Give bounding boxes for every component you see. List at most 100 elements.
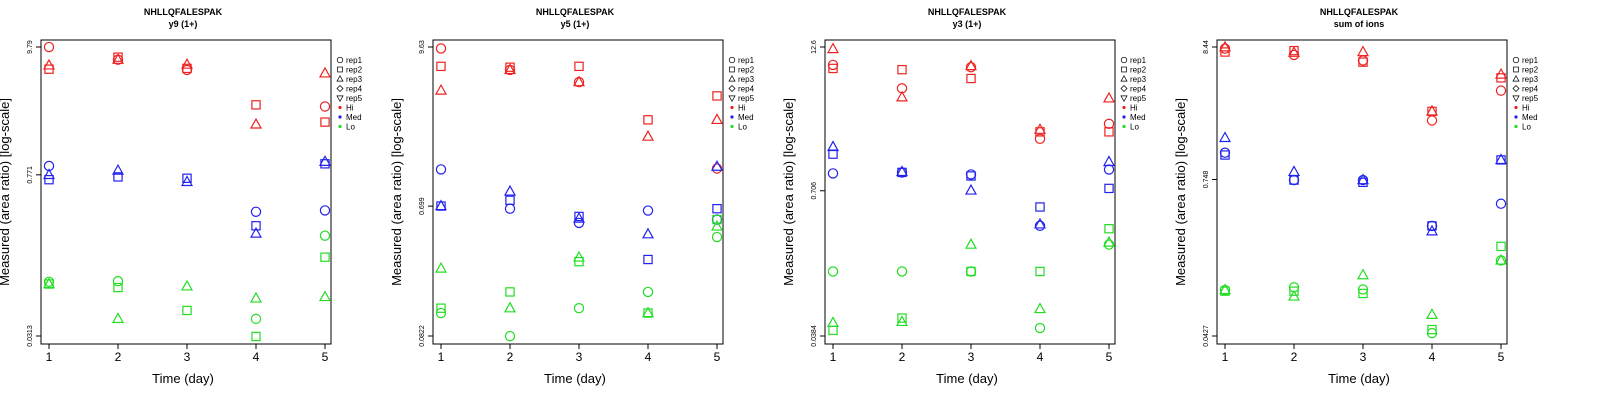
legend-label: rep2 bbox=[738, 66, 755, 75]
chart-panel-2: NHLLQFALESPAK y5 (1+) Time (day) Measure… bbox=[389, 0, 784, 400]
data-point-hi-rep1 bbox=[319, 101, 331, 112]
y-tick-label: 9.79 bbox=[27, 40, 34, 54]
x-axis-label: Time (day) bbox=[152, 371, 214, 386]
x-tick-label: 5 bbox=[1106, 350, 1113, 364]
data-point-lo-rep1 bbox=[435, 307, 447, 319]
data-point-lo-rep3 bbox=[249, 291, 263, 303]
legend-label: Med bbox=[738, 113, 754, 122]
legend-label: rep5 bbox=[346, 94, 363, 103]
plot-frame bbox=[1216, 39, 1508, 345]
data-point-lo-rep1 bbox=[250, 313, 262, 325]
legend-label: rep3 bbox=[1130, 75, 1147, 84]
x-tick-label: 1 bbox=[830, 350, 837, 364]
legend-label: rep3 bbox=[346, 75, 363, 84]
legend-label: rep1 bbox=[346, 56, 363, 65]
data-point-lo-rep2 bbox=[505, 287, 515, 297]
x-tick-label: 3 bbox=[968, 350, 975, 364]
y-tick-label: 0.0313 bbox=[27, 325, 34, 347]
y-axis-label: Measured (area ratio) [log-scale] bbox=[1173, 98, 1188, 286]
data-point-lo-rep3 bbox=[964, 237, 978, 249]
data-point-hi-rep2 bbox=[897, 64, 907, 75]
data-point-hi-rep2 bbox=[828, 63, 838, 74]
data-point-lo-rep3 bbox=[1494, 253, 1508, 265]
data-point-lo-rep2 bbox=[1427, 324, 1437, 335]
data-point-med-rep3 bbox=[1494, 153, 1508, 165]
data-point-lo-rep3 bbox=[111, 312, 125, 324]
data-point-med-rep1 bbox=[573, 217, 585, 229]
y-tick-label: 9.63 bbox=[419, 40, 426, 54]
data-point-hi-rep2 bbox=[113, 52, 123, 62]
legend-marker-lo bbox=[1122, 124, 1126, 129]
x-tick-label: 4 bbox=[1037, 350, 1044, 364]
data-point-med-rep3 bbox=[826, 140, 840, 152]
data-point-lo-rep3 bbox=[1218, 283, 1232, 295]
x-tick-label: 3 bbox=[1360, 350, 1367, 364]
data-point-hi-rep3 bbox=[1356, 45, 1370, 57]
data-point-hi-rep2 bbox=[643, 115, 653, 125]
chart-plot-1: NHLLQFALESPAK y9 (1+) Time (day) Measure… bbox=[0, 7, 363, 386]
data-point-med-rep2 bbox=[113, 172, 123, 182]
data-point-med-rep3 bbox=[895, 165, 909, 177]
legend-marker-rep1 bbox=[728, 56, 736, 64]
x-tick-label: 3 bbox=[184, 350, 191, 364]
legend-label: rep1 bbox=[1130, 56, 1147, 65]
data-point-hi-rep3 bbox=[710, 113, 724, 125]
data-point-lo-rep2 bbox=[1496, 241, 1506, 252]
legend-label: rep4 bbox=[738, 85, 755, 94]
legend-label: rep5 bbox=[1522, 94, 1539, 103]
x-tick-label: 4 bbox=[645, 350, 652, 364]
data-point-lo-rep3 bbox=[318, 290, 332, 302]
data-point-hi-rep3 bbox=[434, 83, 448, 95]
legend-marker-rep4 bbox=[728, 84, 736, 93]
legend-label: rep3 bbox=[738, 75, 755, 84]
data-point-med-rep2 bbox=[44, 174, 54, 185]
y-axis-label: Measured (area ratio) [log-scale] bbox=[0, 98, 12, 286]
x-axis-label: Time (day) bbox=[544, 371, 606, 386]
data-point-hi-rep3 bbox=[1287, 46, 1301, 57]
legend-marker-med bbox=[1122, 115, 1126, 119]
legend-label: Med bbox=[1130, 113, 1146, 122]
data-point-med-rep3 bbox=[318, 155, 332, 166]
legend-marker-med bbox=[338, 115, 342, 119]
x-axis-label: Time (day) bbox=[1328, 371, 1390, 386]
data-point-med-rep2 bbox=[897, 167, 907, 178]
data-point-hi-rep1 bbox=[711, 163, 723, 174]
chart-panel-3: NHLLQFALESPAK y3 (1+) Time (day) Measure… bbox=[781, 0, 1176, 400]
legend-label: Lo bbox=[738, 123, 747, 132]
chart-title: NHLLQFALESPAK bbox=[1320, 7, 1399, 17]
legend-label: rep1 bbox=[738, 56, 755, 65]
data-point-med-rep3 bbox=[1102, 155, 1116, 167]
legend-label: rep4 bbox=[1522, 85, 1539, 94]
data-point-hi-rep2 bbox=[320, 117, 330, 127]
data-point-hi-rep3 bbox=[826, 42, 840, 54]
data-point-hi-rep3 bbox=[1218, 40, 1232, 52]
data-point-lo-rep3 bbox=[1356, 268, 1370, 280]
data-point-med-rep1 bbox=[827, 168, 839, 179]
data-point-lo-rep1 bbox=[319, 230, 331, 241]
data-point-med-rep1 bbox=[1288, 174, 1300, 186]
x-tick-label: 1 bbox=[438, 350, 445, 364]
data-point-med-rep1 bbox=[642, 205, 654, 216]
legend-marker-rep5 bbox=[336, 95, 344, 102]
data-point-med-rep1 bbox=[1034, 220, 1046, 231]
data-point-hi-rep1 bbox=[965, 62, 977, 73]
legend-marker-lo bbox=[730, 124, 734, 129]
data-point-med-rep3 bbox=[1356, 173, 1370, 185]
data-point-med-rep2 bbox=[251, 221, 261, 231]
legend-label: Lo bbox=[1522, 123, 1531, 132]
data-point-hi-rep3 bbox=[180, 57, 194, 69]
data-point-hi-rep1 bbox=[43, 41, 55, 53]
legend-label: rep1 bbox=[1522, 56, 1539, 65]
y-tick-label: 0.748 bbox=[1203, 171, 1210, 189]
data-point-lo-rep3 bbox=[1425, 308, 1439, 319]
data-point-hi-rep1 bbox=[435, 43, 447, 54]
legend-marker-rep4 bbox=[1512, 84, 1520, 93]
legend-label: Med bbox=[346, 113, 362, 122]
data-point-hi-rep3 bbox=[964, 59, 978, 71]
chart-plot-2: NHLLQFALESPAK y5 (1+) Time (day) Measure… bbox=[389, 7, 755, 386]
chart-panel-1: NHLLQFALESPAK y9 (1+) Time (day) Measure… bbox=[0, 0, 392, 400]
legend-label: rep2 bbox=[346, 66, 363, 75]
data-point-med-rep1 bbox=[711, 214, 723, 225]
data-point-med-rep3 bbox=[710, 160, 724, 171]
data-point-med-rep1 bbox=[504, 203, 516, 214]
